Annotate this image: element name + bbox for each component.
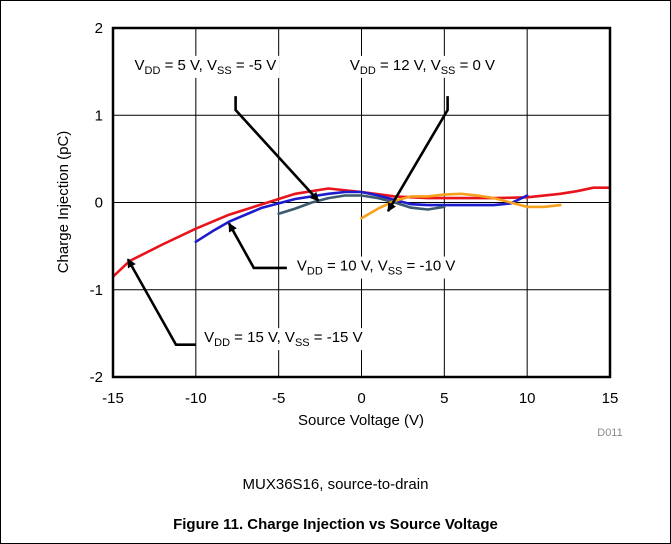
y-tick-label: 2 — [95, 20, 103, 37]
annotations: VDD = 5 V, VSS = -5 V VDD = 12 V, VSS = 0… — [126, 55, 499, 351]
annotation-arrow-2 — [386, 96, 449, 212]
annotation-subscript: DD — [307, 266, 323, 278]
annotation-label-1: VDD = 5 V, VSS = -5 V — [135, 57, 277, 77]
annotation-subscript: DD — [145, 65, 161, 77]
annotation-text-part: = 10 V, V — [323, 258, 388, 275]
x-tick-label: 5 — [440, 390, 448, 407]
annotation-text-part: V — [297, 258, 307, 275]
annotation-text-part: = 12 V, V — [376, 57, 441, 74]
x-tick-label: -10 — [185, 390, 207, 407]
x-tick-label: 15 — [602, 390, 619, 407]
annotation-text-part: = 15 V, V — [230, 329, 295, 346]
annotation-label-2: VDD = 12 V, VSS = 0 V — [350, 57, 495, 77]
annotation-label-4: VDD = 15 V, VSS = -15 V — [204, 329, 362, 349]
x-tick-label: -5 — [272, 390, 285, 407]
annotation-arrow-1 — [234, 96, 320, 202]
annotation-text-part: = -10 V — [402, 258, 455, 275]
grid — [112, 27, 611, 378]
y-tick-label: 1 — [95, 107, 103, 124]
annotation-label-background — [293, 256, 459, 279]
annotation-text-part: V — [135, 57, 145, 74]
annotation-arrow-4 — [126, 258, 196, 347]
annotation-subscript: DD — [214, 337, 230, 349]
series-line-3 — [277, 194, 446, 216]
annotation-label-background — [131, 55, 280, 78]
x-tick-label: 10 — [519, 390, 536, 407]
annotation-text-part: = 0 V — [455, 57, 495, 74]
annotation-text-part: V — [204, 329, 214, 346]
annotation-label-background — [346, 55, 499, 78]
annotation-subscript: DD — [360, 65, 376, 77]
annotation-text-part: V — [350, 57, 360, 74]
annotation-subscript: SS — [217, 65, 232, 77]
y-axis-title: Charge Injection (pC) — [55, 131, 72, 274]
y-tick-label: -1 — [90, 282, 103, 299]
figure-title: Figure 11. Charge Injection vs Source Vo… — [173, 516, 498, 533]
annotation-label-background — [201, 328, 366, 351]
y-tick-label: -2 — [90, 369, 103, 386]
annotation-arrow-3 — [227, 222, 287, 270]
annotation-label-3: VDD = 10 V, VSS = -10 V — [297, 258, 455, 278]
y-tick-label: 0 — [95, 195, 103, 212]
x-axis-title: Source Voltage (V) — [298, 412, 424, 429]
x-tick-label: 0 — [357, 390, 365, 407]
figure-note: MUX36S16, source-to-drain — [242, 476, 429, 493]
annotation-subscript: SS — [388, 266, 403, 278]
annotation-subscript: SS — [441, 65, 456, 77]
figure-id-label: D011 — [597, 427, 622, 439]
series-line-2 — [194, 190, 529, 244]
annotation-text-part: = -15 V — [310, 329, 363, 346]
annotation-subscript: SS — [295, 337, 310, 349]
plot-border — [111, 26, 612, 379]
annotation-text-part: = -5 V — [232, 57, 277, 74]
x-tick-label: -15 — [102, 390, 124, 407]
annotation-text-part: = 5 V, V — [160, 57, 217, 74]
